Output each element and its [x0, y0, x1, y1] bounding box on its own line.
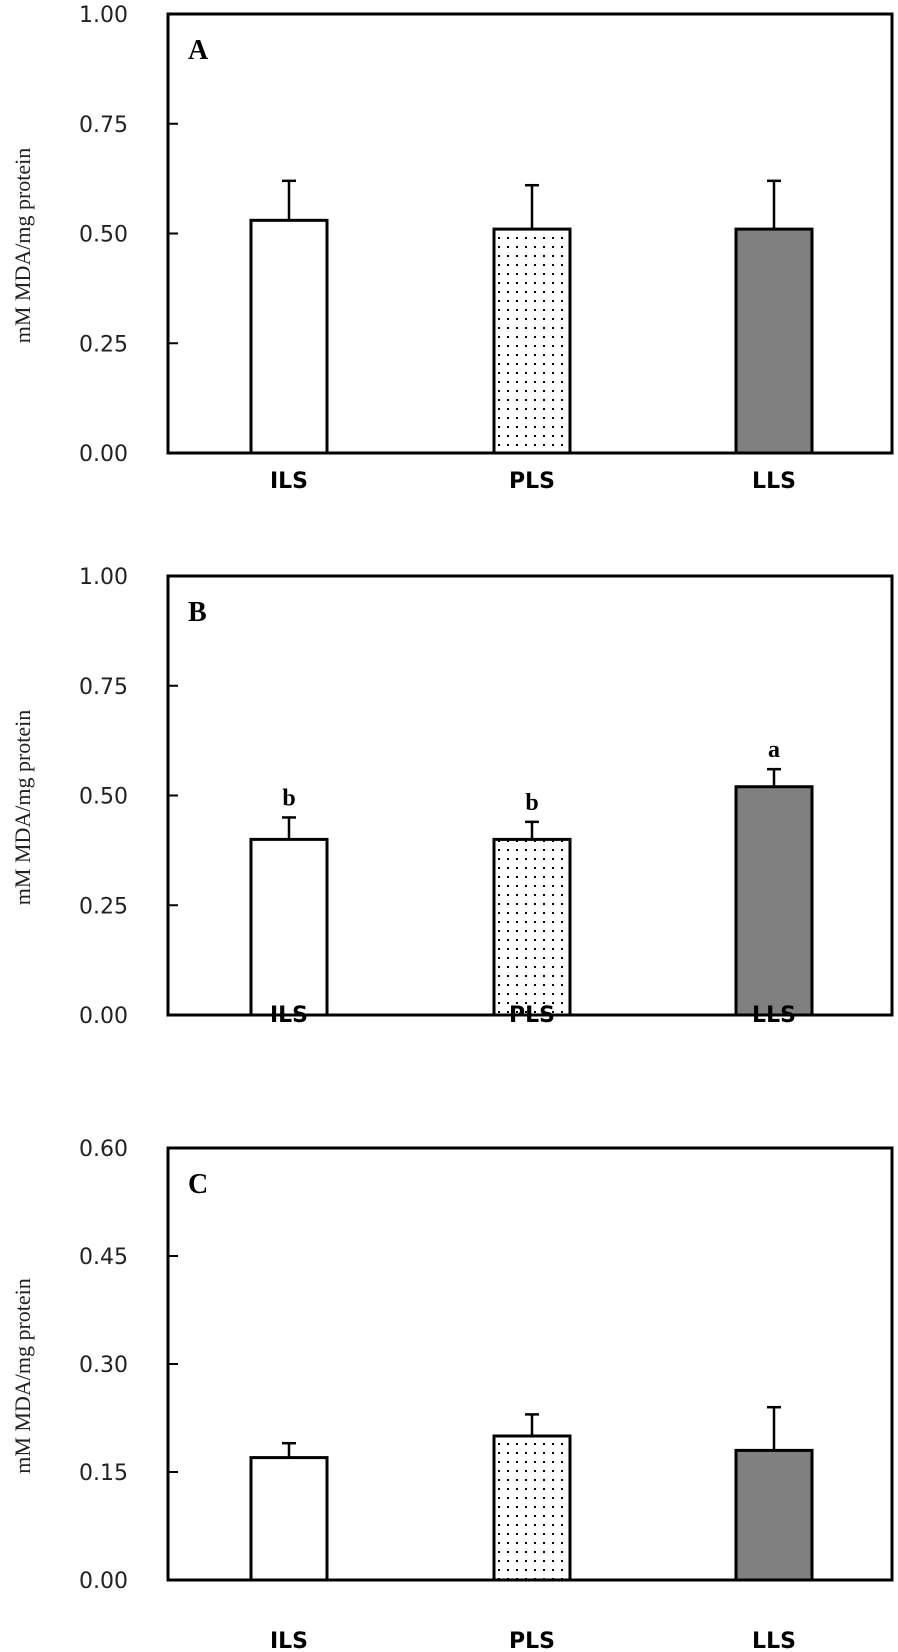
y-tick-label: 0.50 [79, 223, 128, 248]
significance-letter: a [768, 737, 780, 763]
x-category-label: LLS [752, 1003, 796, 1028]
bar-lls [734, 1448, 814, 1582]
bar-ils [249, 218, 329, 455]
panel-label: C [188, 1169, 208, 1200]
x-category-label: ILS [270, 1003, 308, 1028]
x-category-label: ILS [270, 469, 308, 494]
y-axis-label: mM MDA/mg protein [10, 710, 35, 906]
x-category-label: PLS [509, 1003, 555, 1028]
y-tick-label: 0.25 [79, 332, 128, 357]
panel-c: 0.00 0.15 0.30 0.45 0.60 mM MDA/mg protein C IL… [10, 1137, 894, 1652]
bar-lls [734, 227, 814, 455]
y-tick-label: 0.30 [79, 1353, 128, 1378]
bar-pls [492, 837, 572, 1017]
y-axis-label: mM MDA/mg protein [10, 148, 35, 344]
y-tick-label: 0.25 [79, 894, 128, 919]
panel-label: B [188, 597, 207, 628]
x-category-label: PLS [509, 1629, 555, 1652]
y-tick-label: 0.00 [79, 1004, 128, 1029]
x-category-label: LLS [752, 469, 796, 494]
x-category-label: PLS [509, 469, 555, 494]
x-category-label: LLS [752, 1629, 796, 1652]
significance-letter: b [525, 790, 538, 816]
bar-pls [492, 227, 572, 455]
y-tick-label: 1.00 [79, 3, 128, 28]
y-tick-label: 0.45 [79, 1245, 128, 1270]
bar-ils [249, 1456, 329, 1582]
panel-label: A [188, 35, 209, 66]
significance-letter: b [282, 785, 295, 811]
y-tick-label: 1.00 [79, 565, 128, 590]
panel-a: 0.00 0.25 0.50 0.75 1.00 mM MDA/mg protein A IL… [10, 3, 894, 494]
y-tick-label: 0.50 [79, 785, 128, 810]
bar-pls [492, 1434, 572, 1582]
y-tick-label: 0.00 [79, 442, 128, 467]
y-tick-label: 0.75 [79, 113, 128, 138]
y-axis-label: mM MDA/mg protein [10, 1278, 35, 1474]
panel-b: 0.00 0.25 0.50 0.75 1.00 mM MDA/mg protein Bb I… [10, 565, 894, 1029]
y-tick-label: 0.00 [79, 1569, 128, 1594]
y-tick-label: 0.15 [79, 1461, 128, 1486]
y-tick-label: 0.60 [79, 1137, 128, 1162]
y-tick-label: 0.75 [79, 675, 128, 700]
bar-ils [249, 837, 329, 1017]
bar-lls [734, 785, 814, 1017]
x-category-label: ILS [270, 1629, 308, 1652]
